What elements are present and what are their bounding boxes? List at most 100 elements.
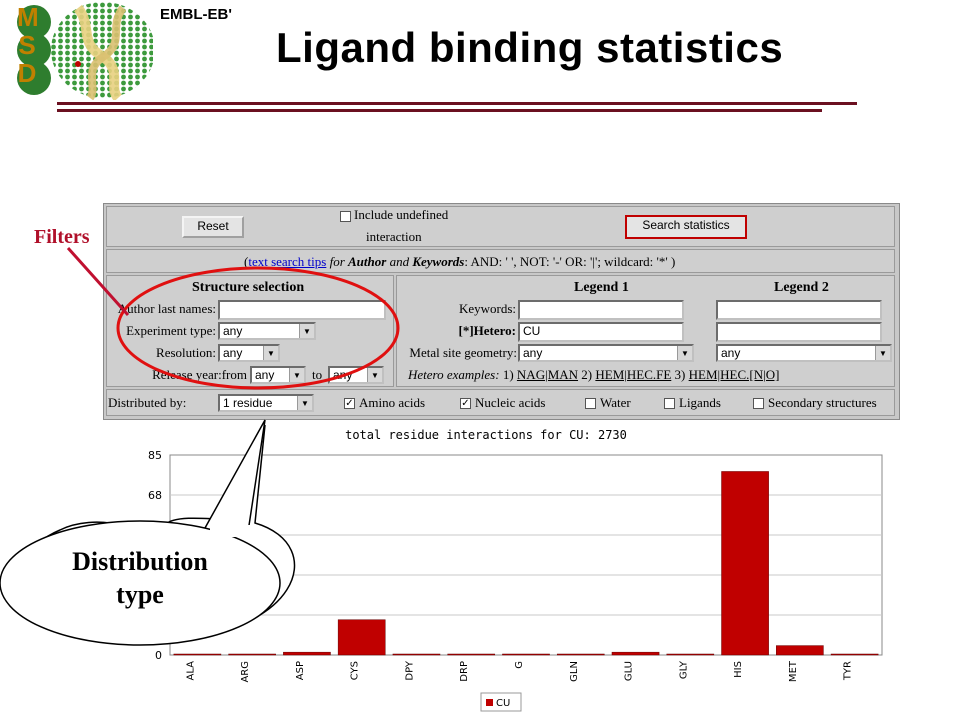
chevron-down-icon: ▼ xyxy=(297,396,312,410)
release-year-from-select[interactable]: any ▼ xyxy=(250,366,306,384)
tips-operators: : AND: ' ', NOT: '-' OR: '|'; wildcard: … xyxy=(464,254,676,269)
example-1-number: 1) xyxy=(499,367,517,382)
bar-gly xyxy=(666,653,715,656)
x-tick-label: MET xyxy=(788,660,799,682)
distributed-by-select[interactable]: 1 residue ▼ xyxy=(218,394,314,412)
distributed-by-label: Distributed by: xyxy=(108,395,187,410)
experiment-type-select[interactable]: any ▼ xyxy=(218,322,316,340)
water-label: Water xyxy=(600,395,631,410)
resolution-select[interactable]: any ▼ xyxy=(218,344,280,362)
tips-author: Author xyxy=(348,254,387,269)
keywords-1-input[interactable] xyxy=(518,300,684,320)
secondary-structures-checkbox[interactable] xyxy=(753,398,764,409)
text-search-tips-link[interactable]: text search tips xyxy=(248,254,327,269)
x-tick-label: GLN xyxy=(569,661,580,682)
bar-his xyxy=(721,471,769,656)
distributed-by-value: 1 residue xyxy=(223,396,273,410)
title-rule-top xyxy=(57,102,857,105)
amino-acids-checkbox[interactable]: ✓ xyxy=(344,398,355,409)
bar-met xyxy=(776,645,824,656)
experiment-type-value: any xyxy=(223,324,243,338)
x-tick-label: ALA xyxy=(185,661,196,681)
chevron-down-icon: ▼ xyxy=(299,324,314,338)
msd-logo xyxy=(17,2,153,100)
amino-acids-label: Amino acids xyxy=(359,395,426,410)
structure-selection-heading: Structure selection xyxy=(192,280,305,295)
nucleic-acids-label: Nucleic acids xyxy=(475,395,546,410)
x-tick-label: TYR xyxy=(843,661,854,681)
hetero-examples: Hetero examples: 1) NAG|MAN 2) HEM|HEC.F… xyxy=(408,367,779,383)
keywords-2-input[interactable] xyxy=(716,300,882,320)
callout-pointer xyxy=(204,419,266,533)
reset-button[interactable]: Reset xyxy=(182,216,244,238)
metal-geometry-1-select[interactable]: any ▼ xyxy=(518,344,694,362)
metal-geometry-2-value: any xyxy=(721,346,741,360)
logo-letter-s: S xyxy=(18,30,36,60)
legend-1-heading: Legend 1 xyxy=(574,280,629,295)
chevron-down-icon: ▼ xyxy=(677,346,692,360)
bar-glu xyxy=(611,651,660,656)
ligands-checkbox[interactable] xyxy=(664,398,675,409)
search-form: Reset Include undefined interaction Sear… xyxy=(103,203,900,420)
example-1-link[interactable]: NAG|MAN xyxy=(516,367,579,382)
search-tips-text: (text search tips for Author and Keyword… xyxy=(244,254,675,270)
search-statistics-button[interactable]: Search statistics xyxy=(625,215,747,239)
logo-letters: M S D xyxy=(17,3,39,88)
hetero-1-input[interactable]: CU xyxy=(518,322,684,342)
x-tick-label: HIS xyxy=(733,661,744,678)
bar-tyr xyxy=(830,653,879,656)
bar-arg xyxy=(228,653,276,656)
hetero-2-input[interactable] xyxy=(716,322,882,342)
x-tick-label: ASP xyxy=(295,661,306,680)
x-tick-label: DPY xyxy=(404,660,415,681)
metal-geometry-1-value: any xyxy=(523,346,543,360)
legend-label-cu: CU xyxy=(496,698,510,709)
resolution-value: any xyxy=(223,346,243,360)
chevron-down-icon: ▼ xyxy=(367,368,382,382)
x-tick-label: DRP xyxy=(459,661,470,682)
keywords-label: Keywords: xyxy=(458,301,516,316)
secondary-structures-label: Secondary structures xyxy=(768,395,877,410)
y-tick-label: 68 xyxy=(148,489,162,502)
metal-geometry-2-select[interactable]: any ▼ xyxy=(716,344,892,362)
release-year-to-select[interactable]: any ▼ xyxy=(328,366,384,384)
distribution-annotation-line-1: Distribution xyxy=(72,547,208,576)
example-2-link[interactable]: HEM|HEC.FE xyxy=(595,367,672,382)
metal-geometry-label: Metal site geometry: xyxy=(409,345,517,360)
release-year-to-label: to xyxy=(312,367,323,382)
x-tick-label: GLU xyxy=(624,661,635,681)
page-title: Ligand binding statistics xyxy=(276,24,784,71)
chevron-down-icon: ▼ xyxy=(875,346,890,360)
bar-g xyxy=(502,653,550,656)
bar-dpy xyxy=(392,653,441,656)
tips-keywords: Keywords xyxy=(412,254,465,269)
author-label: Author last names: xyxy=(117,301,216,316)
tips-for: for xyxy=(326,254,348,269)
ligands-label: Ligands xyxy=(679,395,721,410)
filters-arrow-line xyxy=(66,246,130,317)
tips-open: ( xyxy=(244,254,249,269)
example-3-number: 3) xyxy=(671,367,689,382)
title-rule-bottom xyxy=(57,109,822,112)
resolution-label: Resolution: xyxy=(156,345,216,360)
legend-2-heading: Legend 2 xyxy=(774,280,829,295)
release-year-from-value: any xyxy=(255,368,275,382)
author-input[interactable] xyxy=(218,300,386,320)
x-tick-label: GLY xyxy=(678,660,689,679)
chart-title: total residue interactions for CU: 2730 xyxy=(345,428,627,442)
example-3-link[interactable]: HEM|HEC.[N|O] xyxy=(688,367,780,382)
y-tick-label: 85 xyxy=(148,449,162,462)
legend-swatch-cu xyxy=(486,699,493,706)
x-tick-label: ARG xyxy=(240,661,251,683)
tips-and: and xyxy=(386,254,413,269)
chevron-down-icon: ▼ xyxy=(289,368,304,382)
include-undefined-label: Include undefined xyxy=(354,207,449,222)
legend-box xyxy=(480,692,522,712)
filters-annotation: Filters xyxy=(34,226,90,248)
nucleic-acids-checkbox[interactable]: ✓ xyxy=(460,398,471,409)
include-undefined-checkbox[interactable] xyxy=(340,211,351,222)
water-checkbox[interactable] xyxy=(585,398,596,409)
include-undefined-label-2: interaction xyxy=(366,229,422,244)
logo-letter-d: D xyxy=(17,58,37,88)
